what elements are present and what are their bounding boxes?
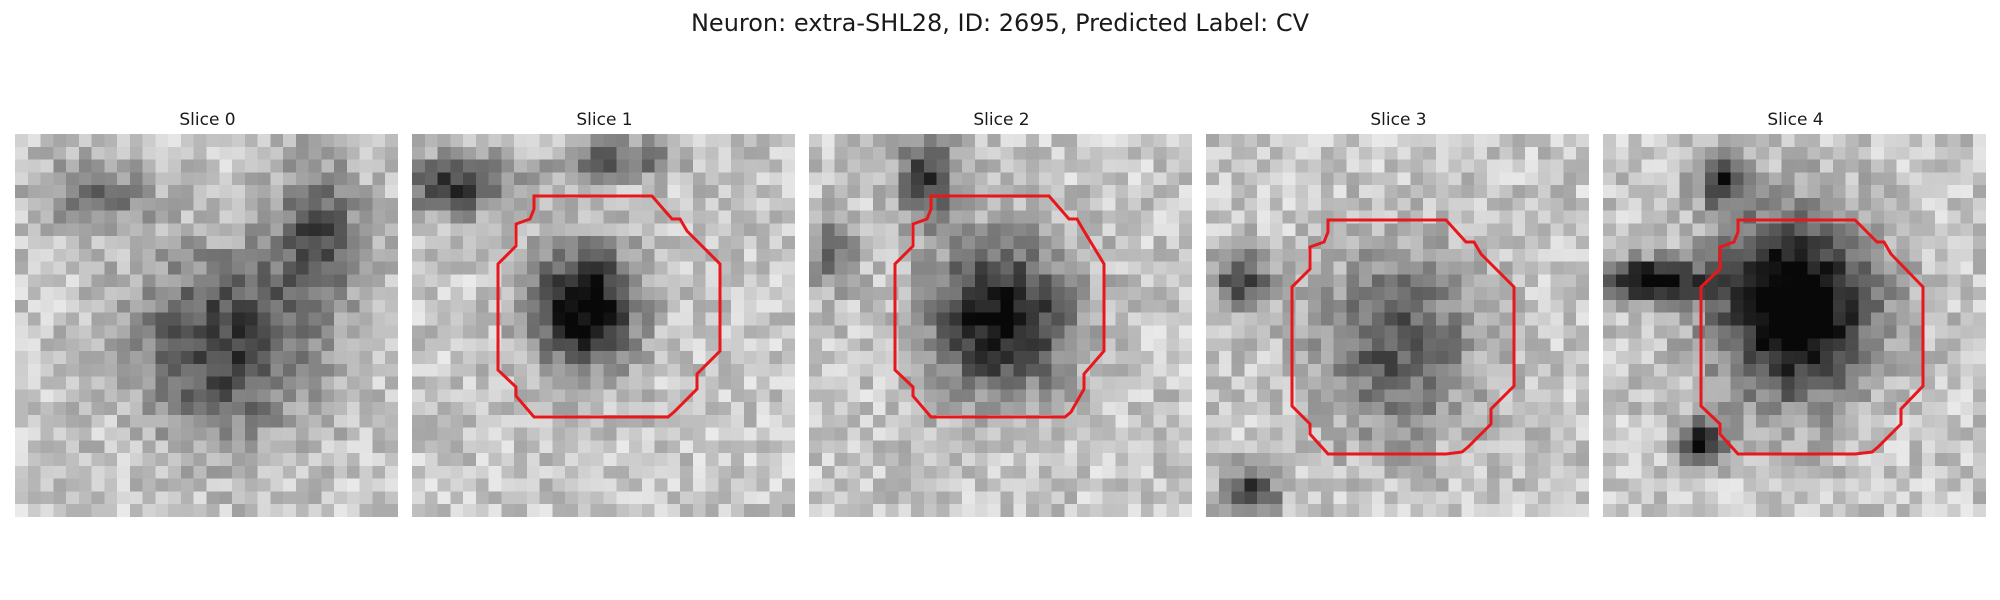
slice-image (412, 134, 795, 517)
segmentation-outline (893, 194, 1106, 419)
microscopy-image (809, 134, 1192, 517)
segmentation-outline (1699, 218, 1925, 456)
red-octagon-outline (1290, 218, 1516, 456)
segmentation-outline (496, 194, 722, 419)
segmentation-outline (1290, 218, 1516, 456)
slice-image (809, 134, 1192, 517)
slice-image (15, 134, 398, 517)
slice-title: Slice 4 (1767, 110, 1824, 130)
slice-title: Slice 2 (973, 110, 1030, 130)
microscopy-image (412, 134, 795, 517)
slice-title: Slice 1 (576, 110, 633, 130)
red-octagon-outline (496, 194, 722, 419)
red-octagon-outline (1699, 218, 1925, 456)
slice-image (1206, 134, 1589, 517)
slice-title: Slice 0 (179, 110, 236, 130)
figure-title: Neuron: extra-SHL28, ID: 2695, Predicted… (690, 9, 1310, 37)
microscopy-image (15, 134, 398, 517)
slice-image (1603, 134, 1986, 517)
slice-title: Slice 3 (1370, 110, 1427, 130)
red-octagon-outline (893, 194, 1106, 419)
